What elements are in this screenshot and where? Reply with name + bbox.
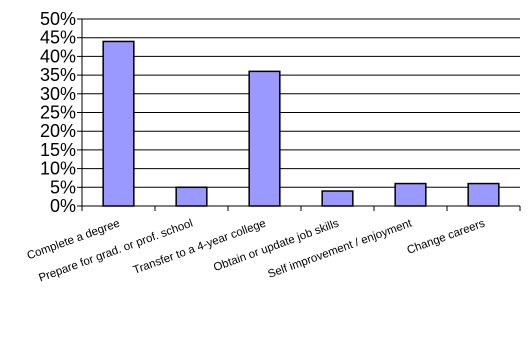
- category-label: Transfer to a 4-year college: [132, 218, 268, 277]
- bar: [394, 182, 427, 207]
- y-tick-label: 50%: [40, 9, 76, 29]
- bar: [467, 182, 500, 207]
- gridlines: [82, 18, 520, 188]
- y-tick-label: 0%: [50, 196, 76, 216]
- bar: [175, 186, 208, 207]
- y-tick-label: 40%: [40, 46, 76, 66]
- bars: [102, 40, 500, 207]
- y-tick-label: 45%: [40, 28, 76, 48]
- y-tick-label: 5%: [50, 177, 76, 197]
- y-tick-label: 10%: [40, 159, 76, 179]
- bar: [321, 190, 354, 207]
- y-tick-label: 20%: [40, 121, 76, 141]
- category-label: Self improvement / enjoyment: [266, 217, 414, 281]
- y-tick-label: 25%: [40, 103, 76, 123]
- y-tick-label: 30%: [40, 84, 76, 104]
- y-tick-label: 35%: [40, 65, 76, 85]
- bar: [102, 40, 135, 207]
- y-axis-ticks: 0%5%10%15%20%25%30%35%40%45%50%: [40, 9, 82, 216]
- y-tick-label: 15%: [40, 140, 76, 160]
- bar: [248, 70, 281, 207]
- category-label: Change careers: [406, 217, 487, 256]
- axes: [81, 19, 521, 211]
